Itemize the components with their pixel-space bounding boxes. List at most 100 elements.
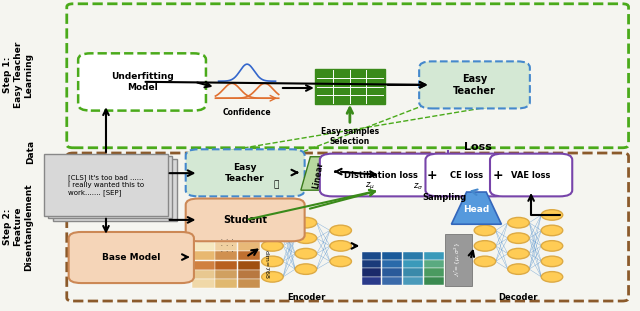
Circle shape [295, 233, 317, 244]
Text: $\mathcal{N}=\{\mu,\sigma^2\}$: $\mathcal{N}=\{\mu,\sigma^2\}$ [453, 242, 463, 277]
FancyBboxPatch shape [186, 198, 305, 241]
FancyBboxPatch shape [403, 277, 423, 285]
FancyBboxPatch shape [320, 154, 442, 196]
Text: Linear: Linear [312, 160, 325, 189]
Text: Underfitting
Model: Underfitting Model [111, 72, 173, 92]
Text: Easy
Teacher: Easy Teacher [453, 74, 496, 96]
FancyBboxPatch shape [186, 149, 305, 196]
Text: 🔒: 🔒 [274, 181, 279, 190]
Text: Step 2:
Feature
Disentanglement: Step 2: Feature Disentanglement [3, 183, 33, 271]
Circle shape [474, 256, 496, 267]
FancyBboxPatch shape [237, 242, 260, 251]
FancyBboxPatch shape [315, 69, 385, 104]
FancyBboxPatch shape [362, 252, 381, 260]
FancyBboxPatch shape [215, 242, 237, 251]
Circle shape [541, 241, 563, 251]
Circle shape [541, 272, 563, 282]
Text: $z_{\sigma}$: $z_{\sigma}$ [413, 182, 423, 192]
FancyBboxPatch shape [237, 270, 260, 279]
Circle shape [262, 210, 283, 220]
Text: Easy samples
Selection: Easy samples Selection [321, 127, 379, 146]
FancyBboxPatch shape [192, 279, 214, 288]
FancyBboxPatch shape [215, 261, 237, 270]
FancyBboxPatch shape [215, 270, 237, 279]
Text: Easy
Teacher: Easy Teacher [225, 163, 265, 183]
Text: ·  ·  ·: · · · [221, 237, 233, 242]
FancyBboxPatch shape [215, 251, 237, 260]
Circle shape [262, 241, 283, 251]
FancyBboxPatch shape [362, 277, 381, 285]
Circle shape [262, 272, 283, 282]
FancyBboxPatch shape [192, 251, 214, 260]
FancyBboxPatch shape [403, 268, 423, 277]
Text: +: + [493, 169, 504, 182]
FancyBboxPatch shape [78, 53, 206, 111]
FancyBboxPatch shape [362, 260, 381, 268]
Circle shape [295, 248, 317, 259]
Text: Sampling: Sampling [422, 193, 467, 202]
Polygon shape [301, 157, 337, 190]
Text: ·  ·  ·: · · · [221, 249, 233, 254]
Circle shape [508, 217, 529, 228]
Text: Step 1:
Easy Teacher
Learning: Step 1: Easy Teacher Learning [3, 42, 33, 108]
FancyBboxPatch shape [192, 242, 214, 251]
Text: Data: Data [26, 140, 35, 165]
Circle shape [330, 256, 351, 267]
FancyBboxPatch shape [192, 261, 214, 270]
Circle shape [295, 264, 317, 274]
Text: CE loss: CE loss [450, 170, 483, 179]
Text: Loss: Loss [464, 142, 492, 152]
FancyBboxPatch shape [237, 261, 260, 270]
Text: Head: Head [463, 205, 489, 214]
Text: ·  ·  ·: · · · [221, 243, 233, 248]
Text: Distillation loss: Distillation loss [344, 170, 417, 179]
Text: +: + [426, 169, 437, 182]
FancyBboxPatch shape [53, 159, 177, 220]
Circle shape [508, 264, 529, 274]
Text: $z_{\mu}$: $z_{\mu}$ [365, 181, 374, 192]
FancyBboxPatch shape [215, 279, 237, 288]
FancyBboxPatch shape [44, 154, 168, 216]
Circle shape [262, 225, 283, 236]
Text: dim=768: dim=768 [264, 250, 269, 279]
FancyBboxPatch shape [192, 270, 214, 279]
FancyBboxPatch shape [445, 234, 472, 285]
FancyBboxPatch shape [383, 252, 402, 260]
FancyBboxPatch shape [424, 268, 444, 277]
Text: VAE loss: VAE loss [511, 170, 551, 179]
FancyBboxPatch shape [424, 260, 444, 268]
FancyBboxPatch shape [403, 252, 423, 260]
FancyBboxPatch shape [424, 277, 444, 285]
Circle shape [474, 225, 496, 236]
Circle shape [541, 225, 563, 236]
Circle shape [330, 241, 351, 251]
Text: Decoder: Decoder [499, 293, 538, 302]
FancyBboxPatch shape [426, 154, 508, 196]
Text: Base Model: Base Model [102, 253, 161, 262]
FancyBboxPatch shape [362, 268, 381, 277]
Text: Encoder: Encoder [287, 293, 326, 302]
Circle shape [262, 256, 283, 267]
Circle shape [295, 217, 317, 228]
Text: Student: Student [223, 215, 267, 225]
Circle shape [541, 256, 563, 267]
FancyBboxPatch shape [383, 260, 402, 268]
FancyBboxPatch shape [383, 277, 402, 285]
Polygon shape [451, 192, 501, 224]
FancyBboxPatch shape [383, 268, 402, 277]
FancyBboxPatch shape [68, 232, 194, 283]
FancyBboxPatch shape [403, 260, 423, 268]
Text: [CLS] It's too bad ......
I really wanted this to
work....... [SEP]: [CLS] It's too bad ...... I really wante… [68, 174, 144, 196]
Circle shape [508, 233, 529, 244]
FancyBboxPatch shape [490, 154, 572, 196]
FancyBboxPatch shape [237, 251, 260, 260]
Circle shape [541, 210, 563, 220]
FancyBboxPatch shape [424, 252, 444, 260]
FancyBboxPatch shape [49, 156, 172, 218]
FancyBboxPatch shape [237, 279, 260, 288]
Circle shape [508, 248, 529, 259]
Circle shape [330, 225, 351, 236]
Circle shape [474, 241, 496, 251]
Text: Confidence: Confidence [223, 108, 271, 117]
FancyBboxPatch shape [419, 61, 530, 109]
